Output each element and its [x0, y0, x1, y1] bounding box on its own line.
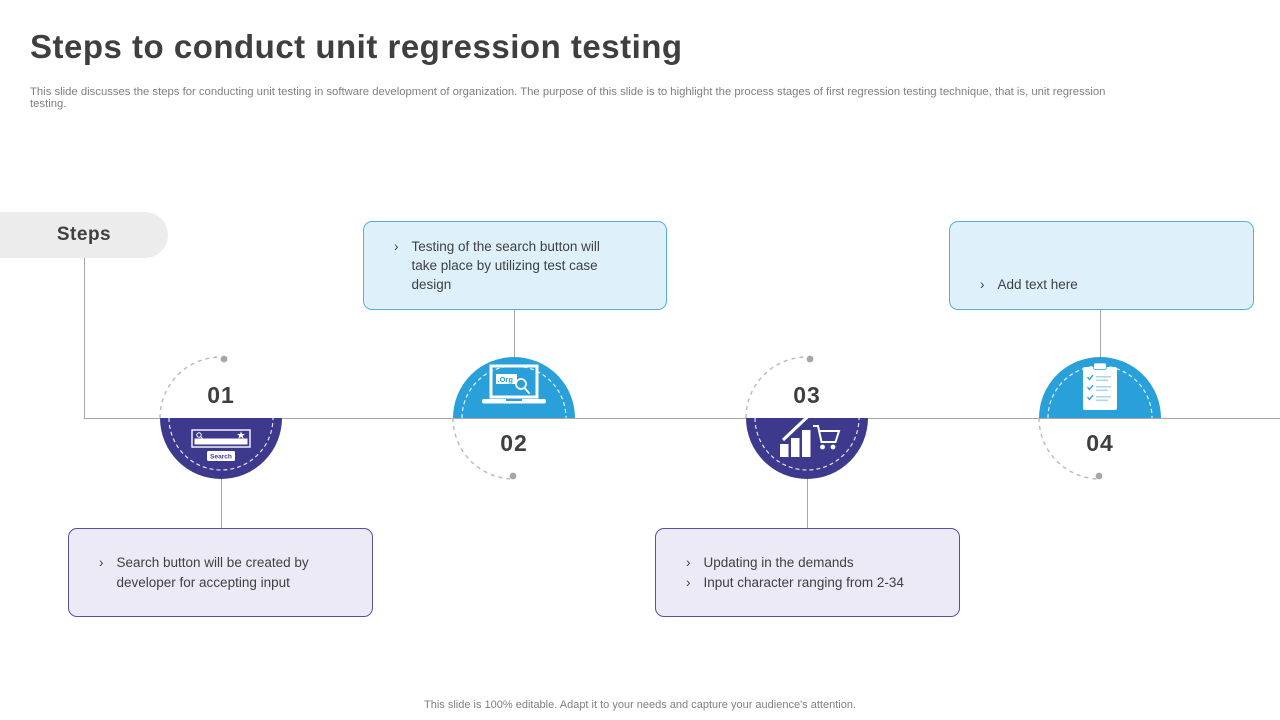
bullet-item: › Add text here — [980, 275, 1239, 294]
arc-dot — [1095, 472, 1103, 480]
slide-title: Steps to conduct unit regression testing — [30, 28, 683, 65]
bullet-chevron: › — [686, 575, 691, 590]
steps-label: Steps — [56, 224, 112, 245]
bullet-item: › Search button will be created by devel… — [99, 553, 358, 591]
bullet-text: Search button will be created by develop… — [116, 555, 309, 590]
connector-step-02 — [514, 310, 515, 358]
milestone-03[interactable] — [737, 352, 877, 488]
search-bar-icon: Search — [191, 429, 251, 461]
laptop-screen-label: .Org — [498, 375, 514, 384]
timeline-axis — [84, 418, 1280, 419]
inner-dashed-arc — [461, 365, 567, 419]
milestone-01[interactable]: Search — [151, 352, 291, 488]
step-number-04: 04 — [1086, 430, 1114, 456]
bullet-text: Testing of the search button will take p… — [411, 238, 600, 293]
dashed-arc — [452, 417, 515, 480]
steps-label-pill[interactable]: Steps — [0, 212, 168, 258]
step-number-01: 01 — [207, 382, 235, 408]
arc-dot — [509, 472, 517, 480]
slide-subtitle: This slide discusses the steps for condu… — [30, 86, 1106, 110]
bullet-chevron: › — [980, 276, 985, 292]
growth-bars-cart-icon — [780, 396, 841, 457]
dashed-arc — [1038, 417, 1101, 480]
step-03-textbox[interactable]: › Updating in the demands › Input charac… — [655, 528, 960, 617]
dashed-arc — [745, 356, 808, 419]
arc-dot — [806, 355, 814, 363]
laptop-org-search-icon: .Org — [482, 364, 546, 404]
bullet-chevron: › — [99, 555, 104, 571]
step-number-03: 03 — [793, 382, 821, 408]
bullet-item: › Updating in the demands — [686, 553, 945, 572]
inner-dashed-arc — [754, 417, 860, 471]
bullet-chevron: › — [686, 554, 691, 570]
connector-step-01 — [221, 479, 222, 528]
milestone-04[interactable] — [1030, 348, 1170, 488]
connector-step-03 — [807, 479, 808, 528]
bullet-item: › Testing of the search button will take… — [394, 237, 652, 294]
search-button-label: Search — [210, 454, 232, 461]
bullet-chevron: › — [394, 238, 399, 254]
step-04-textbox[interactable]: › Add text here — [949, 221, 1254, 310]
bullet-text: Updating in the demands — [703, 554, 854, 570]
step-number-02: 02 — [500, 430, 528, 456]
bullet-text: Add text here — [997, 276, 1078, 292]
connector-step-04 — [1100, 310, 1101, 358]
checklist-clipboard-icon — [1083, 362, 1117, 410]
milestone-02[interactable]: .Org — [444, 348, 584, 488]
connector-pill-to-timeline — [84, 258, 85, 418]
arc-dot — [220, 355, 228, 363]
bullet-item: › Input character ranging from 2-34 — [686, 573, 945, 592]
step-02-textbox[interactable]: › Testing of the search button will take… — [363, 221, 667, 310]
step-01-textbox[interactable]: › Search button will be created by devel… — [68, 528, 373, 617]
step-circle — [160, 418, 282, 479]
inner-dashed-arc — [1047, 365, 1153, 419]
editable-note: This slide is 100% editable. Adapt it to… — [424, 699, 856, 711]
inner-dashed-arc — [168, 417, 274, 471]
bullet-text: Input character ranging from 2-34 — [703, 575, 904, 590]
dashed-arc — [159, 356, 222, 419]
